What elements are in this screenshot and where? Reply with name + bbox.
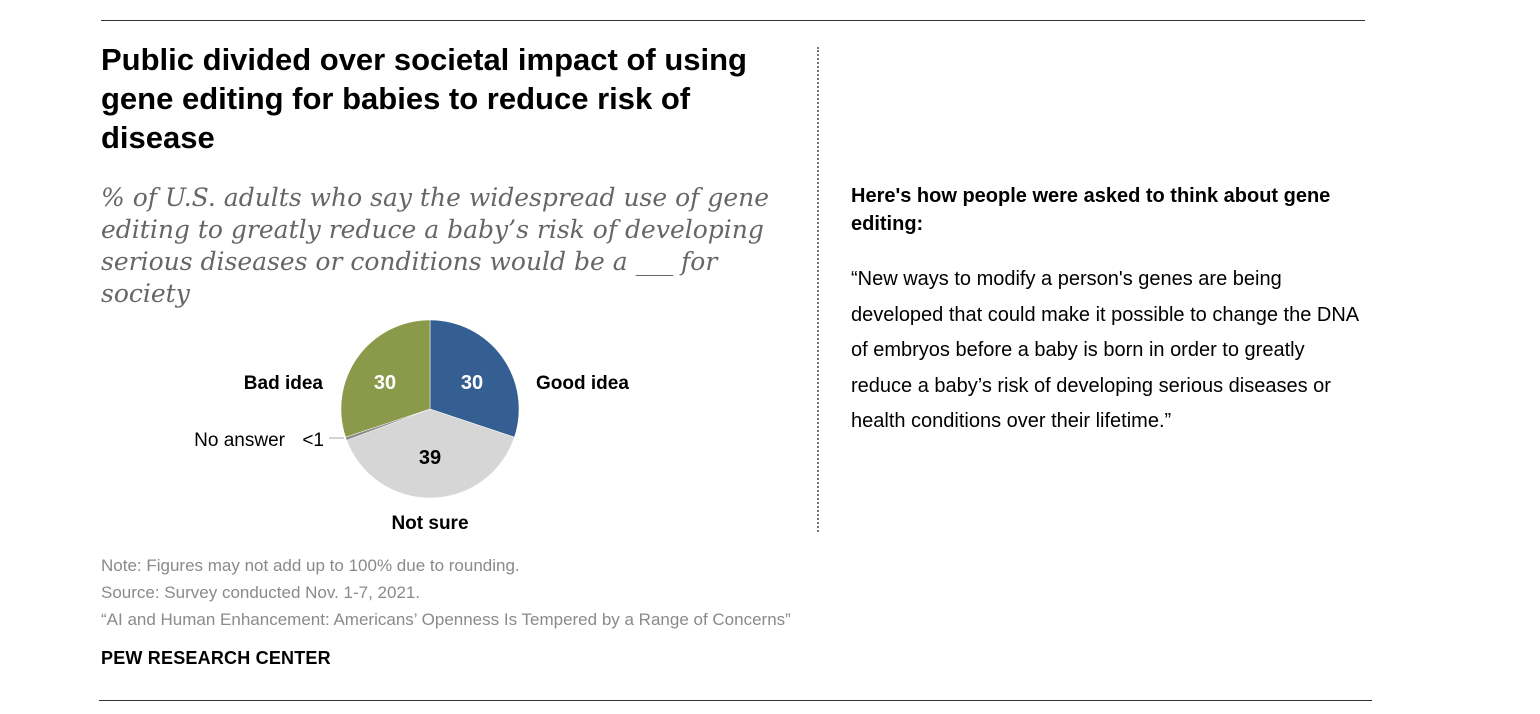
bad-idea-label: Bad idea	[244, 373, 324, 394]
pie-slice-bad-idea	[340, 319, 431, 438]
source-note: Source: Survey conducted Nov. 1-7, 2021.	[101, 583, 421, 602]
chart-title: Public divided over societal impact of u…	[101, 42, 747, 155]
good-idea-value: 30	[461, 372, 483, 394]
pie-slice-good-idea	[429, 319, 520, 438]
methodology-heading: Here's how people were asked to think ab…	[851, 185, 1331, 235]
chart-subtitle: % of U.S. adults who say the widespread …	[101, 183, 770, 308]
section-divider	[817, 47, 819, 532]
bad-idea-value: 30	[374, 372, 396, 394]
no-answer-value: <1	[302, 430, 324, 451]
not-sure-value: 39	[419, 447, 441, 469]
good-idea-label: Good idea	[536, 373, 629, 394]
pie-slice-not-sure	[346, 408, 515, 499]
not-sure-label: Not sure	[391, 513, 468, 534]
question-wording-quote: “New ways to modify a person's genes are…	[851, 268, 1358, 432]
pew-research-center-logo: PEW RESEARCH CENTER	[101, 648, 331, 668]
bottom-rule	[99, 700, 1372, 701]
pie-chart: 30 30 39 Good idea Bad idea Not sure No …	[194, 319, 629, 534]
report-title-note: “AI and Human Enhancement: Americans’ Op…	[101, 610, 791, 629]
rounding-note: Note: Figures may not add up to 100% due…	[101, 556, 520, 575]
top-rule	[101, 20, 1365, 21]
no-answer-label: No answer	[194, 430, 285, 451]
pie-slices	[340, 319, 520, 499]
